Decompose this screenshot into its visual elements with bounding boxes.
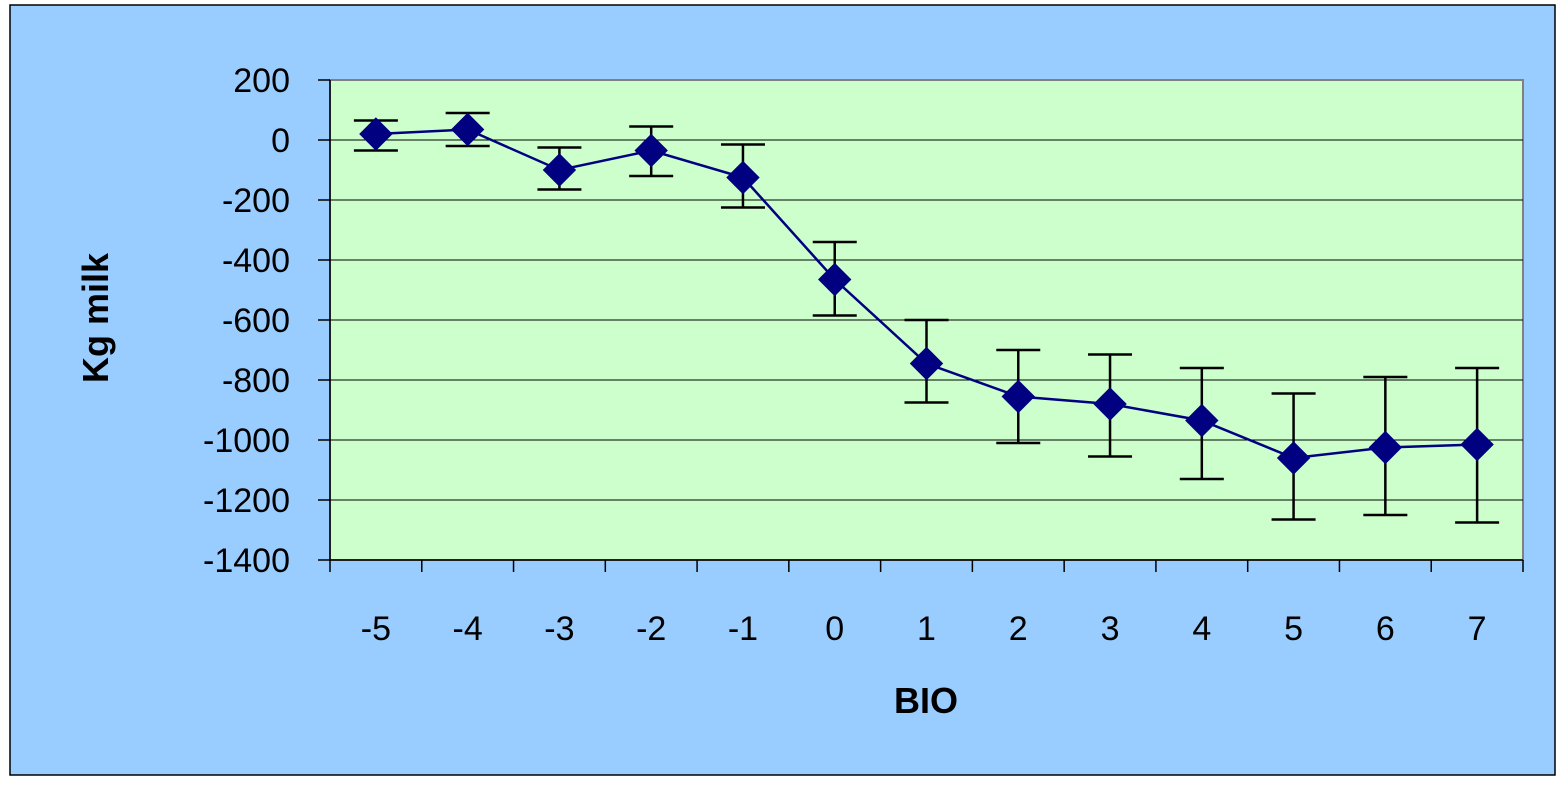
data-point-diamond: [634, 133, 668, 168]
x-tick-label: 2: [1009, 610, 1028, 648]
data-point-diamond: [909, 346, 944, 381]
y-tick-label: -1400: [203, 542, 290, 580]
data-point-diamond: [818, 262, 852, 297]
x-tick-label: 0: [825, 610, 844, 648]
y-tick-label: -600: [222, 302, 290, 340]
y-tick-label: 0: [271, 122, 290, 160]
x-tick-label: -3: [544, 610, 574, 648]
y-tick-label: -1200: [203, 482, 290, 520]
y-tick-label: 200: [233, 62, 290, 100]
x-tick-label: 6: [1376, 610, 1395, 648]
x-tick-label: 4: [1192, 610, 1211, 648]
x-tick-label: -4: [453, 610, 483, 648]
data-point-diamond: [1001, 379, 1035, 414]
x-tick-labels: -5 -4 -3 -2 -1 0 1 2 3 4 5 6 7: [361, 610, 1487, 648]
x-tick-label: 5: [1284, 610, 1303, 648]
data-point-diamond: [359, 117, 393, 151]
data-point-diamond: [1276, 441, 1311, 475]
data-point-diamond: [1185, 403, 1219, 438]
data-point-diamond: [726, 160, 760, 195]
x-tick-label: 3: [1101, 610, 1120, 648]
x-tick-label: -1: [728, 610, 758, 648]
x-tick-label: 1: [917, 610, 936, 648]
x-axis-title: BIO: [894, 680, 958, 721]
data-point-diamond: [1093, 387, 1127, 421]
y-tick-label: -800: [222, 362, 290, 400]
x-tick-label: -5: [361, 610, 391, 648]
data-points: [359, 112, 1494, 475]
y-tick-label: -400: [222, 242, 290, 280]
x-tick-label: 7: [1468, 610, 1487, 648]
y-tick-label: -1000: [203, 422, 290, 460]
y-tick-label: -200: [222, 182, 290, 220]
x-tick-label: -2: [636, 610, 666, 648]
data-point-diamond: [542, 153, 577, 187]
y-tick-labels: 200 0 -200 -400 -600 -800 -1000 -1200 -1400: [203, 62, 290, 580]
data-point-diamond: [1460, 427, 1494, 462]
data-point-diamond: [450, 112, 485, 147]
data-point-diamond: [1368, 430, 1403, 465]
axes: [318, 79, 1524, 572]
y-axis-title: Kg milk: [75, 252, 116, 383]
